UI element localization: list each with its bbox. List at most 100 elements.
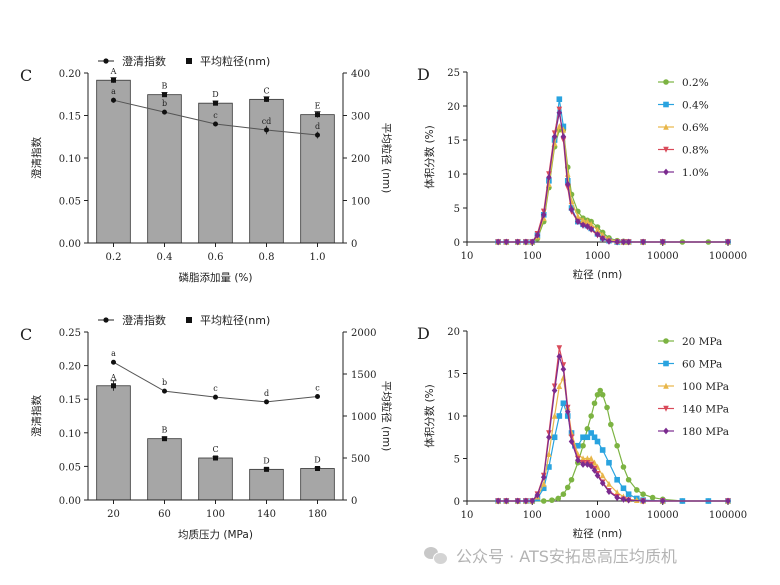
left-tick-label: 0.20 <box>59 362 81 373</box>
legend-label: 0.4% <box>682 100 709 112</box>
legend-swatch-marker <box>663 79 669 85</box>
series-point <box>588 455 594 462</box>
series-point <box>564 408 571 416</box>
bar-significance-label: D <box>314 456 320 465</box>
series-point <box>556 96 563 102</box>
series-point <box>534 231 541 239</box>
series-point <box>614 476 620 483</box>
series-point <box>588 430 594 436</box>
x-tick-label: 100000 <box>709 251 747 262</box>
bar-mean-marker <box>315 466 320 471</box>
bar-significance-label: B <box>162 426 168 435</box>
legend-label: 100 MPa <box>682 381 729 393</box>
legend-line-label: 澄清指数 <box>122 313 166 327</box>
legend-label: 0.8% <box>682 145 709 157</box>
series-point <box>588 221 594 228</box>
x-tick-label: 1000 <box>585 251 610 262</box>
series-point <box>620 495 627 503</box>
series-point <box>584 434 591 441</box>
series-point <box>640 491 646 498</box>
series-point <box>546 450 552 458</box>
left-tick-label: 0.05 <box>59 462 81 473</box>
y-tick-label: 20 <box>447 327 460 338</box>
legend-swatch-marker <box>663 101 669 108</box>
line-significance-label: c <box>213 111 218 120</box>
x-axis-label: 粒径 (nm) <box>573 268 622 281</box>
series-group <box>495 109 731 246</box>
series-point <box>606 459 612 466</box>
legend-swatch-marker <box>663 405 669 412</box>
series-point <box>633 496 640 503</box>
y-tick-label: 0 <box>454 238 460 249</box>
series-point <box>599 391 606 398</box>
x-tick-label: 10000 <box>647 510 679 521</box>
y-tick-label: 15 <box>447 370 460 381</box>
left-axis-label: 澄清指数 <box>30 137 43 179</box>
line-significance-label: d <box>315 122 320 131</box>
series-point <box>584 455 591 462</box>
legend-swatch-marker <box>663 123 669 130</box>
series-point <box>599 235 606 242</box>
series-point <box>620 485 627 492</box>
bar-mean-marker <box>213 455 218 461</box>
x-axis-label: 磷脂添加量 (%) <box>178 271 252 284</box>
y-tick-label: 5 <box>454 204 460 215</box>
series-point <box>725 497 731 505</box>
left-tick-label: 0.10 <box>59 429 81 440</box>
bar <box>147 438 182 501</box>
series-point <box>584 222 591 230</box>
bar-significance-label: D <box>212 90 218 99</box>
series-point <box>608 421 614 428</box>
x-tick-label: 10 <box>461 251 474 262</box>
series-point <box>640 497 646 505</box>
series-point <box>555 495 562 502</box>
line-point <box>315 132 320 138</box>
bar <box>249 468 284 501</box>
y-tick-label: 5 <box>454 455 460 466</box>
series-point <box>556 123 563 130</box>
legend-swatch-marker <box>663 168 669 176</box>
panel-letter: D <box>417 324 430 343</box>
bar-significance-label: A <box>110 67 117 76</box>
series-group <box>495 123 731 245</box>
x-tick-label: 1000 <box>585 510 610 521</box>
right-tick-label: 100 <box>351 197 370 208</box>
bar-significance-label: B <box>162 82 168 91</box>
series-group <box>495 374 731 504</box>
series-point <box>575 442 581 449</box>
left-tick-label: 0.10 <box>59 154 81 165</box>
bar <box>249 98 284 244</box>
series-point <box>594 226 601 233</box>
series-point <box>549 497 555 503</box>
y-axis-label: 体积分数 (%) <box>423 125 436 189</box>
panel-3-bar-line-chart: C 澄清指数 平均粒径(nm) A B C D Da b c d c 0.00 0.05 0.10 0.15 0… <box>20 313 393 541</box>
line-point <box>213 121 218 127</box>
bar-mean-marker <box>162 92 167 98</box>
line-point <box>264 399 269 405</box>
right-tick-label: 400 <box>351 69 370 80</box>
legend-label: 0.6% <box>682 122 709 134</box>
series-point <box>591 434 598 441</box>
series-point <box>560 365 567 373</box>
series-point <box>580 434 586 441</box>
series-point <box>606 488 612 496</box>
x-tick-label: 0.4 <box>157 252 173 263</box>
series-point <box>575 212 581 219</box>
line-significance-label: cd <box>262 117 272 126</box>
x-tick-label: 100 <box>523 510 542 521</box>
series-point <box>620 238 627 246</box>
bar <box>300 468 335 501</box>
series-point <box>503 238 510 246</box>
x-tick-label: 140 <box>257 509 276 520</box>
series-point <box>534 491 541 499</box>
series-point <box>659 238 666 246</box>
line-point <box>162 388 167 394</box>
bar-mean-marker <box>264 466 269 472</box>
x-tick-label: 20 <box>107 509 120 520</box>
line-point <box>111 359 116 365</box>
line-point <box>213 394 218 400</box>
x-tick-label: 10000 <box>647 251 679 262</box>
series-point <box>556 382 563 390</box>
series-line <box>498 375 728 502</box>
